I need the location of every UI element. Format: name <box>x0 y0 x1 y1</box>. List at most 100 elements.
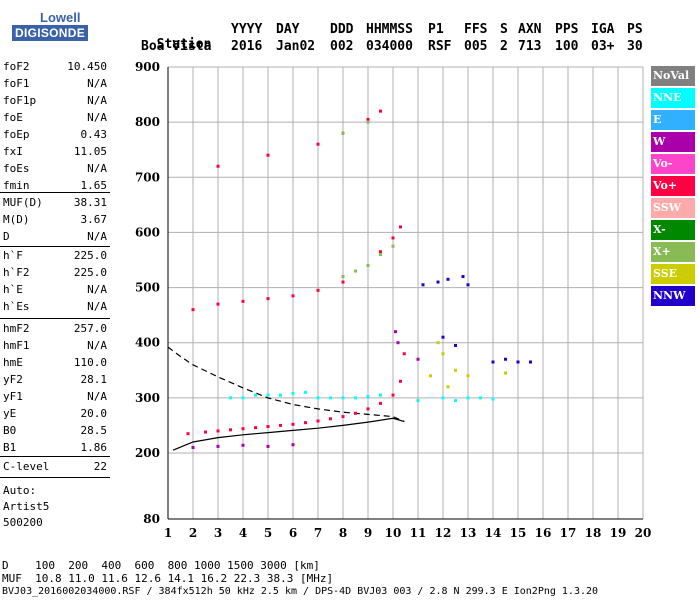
legend-item: W <box>651 132 695 152</box>
legend-item: Vo+ <box>651 176 695 196</box>
param-row: B0 28.5 <box>3 424 107 441</box>
data-point <box>341 396 345 400</box>
data-point <box>441 352 445 356</box>
y-tick-label: 800 <box>135 115 160 129</box>
x-tick-label: 13 <box>460 526 477 540</box>
param-label: foF1 <box>3 77 30 90</box>
param-label: hmF1 <box>3 339 30 352</box>
logo-lowell: Lowell <box>40 10 81 25</box>
x-tick-label: 14 <box>485 526 502 540</box>
param-row: D N/A <box>3 230 107 247</box>
legend-item: X+ <box>651 242 695 262</box>
y-tick-label: 200 <box>135 446 160 460</box>
data-point <box>366 264 370 268</box>
param-row: h`F2 225.0 <box>3 266 107 283</box>
hdr-axn-value: 713 <box>518 39 542 54</box>
param-label: yF1 <box>3 390 23 403</box>
param-value: 0.43 <box>80 128 108 141</box>
data-point <box>461 275 465 279</box>
data-point <box>279 423 282 427</box>
data-point <box>354 396 357 400</box>
param-row: C-level 22 <box>3 460 107 477</box>
data-point <box>379 109 382 113</box>
param-row: B1 1.86 <box>3 441 107 458</box>
footer-distance-row: D 100 200 400 600 800 1000 1500 3000 [km… <box>2 559 320 572</box>
data-point <box>241 427 245 431</box>
data-point <box>446 277 450 281</box>
data-point <box>329 396 332 400</box>
data-point <box>216 429 220 433</box>
data-point <box>366 395 370 399</box>
data-point <box>379 401 382 405</box>
legend-item: E <box>651 110 695 130</box>
data-point <box>446 385 450 389</box>
data-point <box>254 393 257 397</box>
param-value: 10.450 <box>67 60 107 73</box>
hdr-s-value: 2 <box>500 39 508 54</box>
data-point <box>429 374 432 378</box>
hdr-day-label: DAY <box>276 22 300 37</box>
data-point <box>421 283 425 287</box>
param-row: foEs N/A <box>3 162 107 179</box>
data-point <box>402 352 406 356</box>
hdr-station-value: Boa Vista <box>141 39 212 54</box>
x-tick-label: 20 <box>635 526 652 540</box>
data-point <box>341 280 345 284</box>
hdr-ffs-value: 005 <box>464 39 488 54</box>
param-row: yE 20.0 <box>3 407 107 424</box>
param-value: 1.86 <box>80 441 108 454</box>
data-point <box>436 341 440 345</box>
data-point <box>454 399 457 403</box>
x-tick-label: 16 <box>535 526 552 540</box>
param-value: N/A <box>87 230 107 243</box>
param-row: foEp 0.43 <box>3 128 107 145</box>
hdr-p1-value: RSF <box>428 39 452 54</box>
data-point <box>354 269 357 273</box>
param-row: fmin 1.65 <box>3 179 107 196</box>
param-label: h`F2 <box>3 266 30 279</box>
hdr-station-label: Station <box>156 37 212 52</box>
x-tick-label: 1 <box>164 526 172 540</box>
data-point <box>379 250 382 254</box>
param-value: 225.0 <box>73 249 107 262</box>
param-label: yF2 <box>3 373 23 386</box>
param-row: foE N/A <box>3 111 107 128</box>
footer-file-info: BVJ03_2016002034000.RSF / 384fx512h 50 k… <box>2 586 599 597</box>
param-row: h`Es N/A <box>3 300 107 317</box>
data-point <box>466 396 470 400</box>
y-tick-label: 700 <box>135 170 160 184</box>
hdr-ps-label: PS <box>627 22 643 37</box>
param-row: foF1 N/A <box>3 77 107 94</box>
param-value: N/A <box>87 283 107 296</box>
hdr-ps-value: 30 <box>627 39 643 54</box>
data-point <box>366 117 370 121</box>
param-label: h`E <box>3 283 23 296</box>
data-point <box>266 444 270 448</box>
data-point <box>316 419 320 423</box>
data-point <box>479 396 482 400</box>
data-point <box>504 371 507 375</box>
param-row: foF1p N/A <box>3 94 107 111</box>
param-label: h`F <box>3 249 23 262</box>
param-row: yF1 N/A <box>3 390 107 407</box>
data-point <box>416 399 420 403</box>
hdr-pps-label: PPS <box>555 22 579 37</box>
param-value: 225.0 <box>73 266 107 279</box>
x-tick-label: 2 <box>189 526 197 540</box>
x-tick-label: 10 <box>385 526 402 540</box>
data-point <box>304 390 307 394</box>
y-tick-label: 600 <box>135 225 160 239</box>
data-point <box>391 393 395 397</box>
hdr-hhmmss-value: 034000 <box>366 39 413 54</box>
data-point <box>216 444 220 448</box>
data-point <box>329 417 332 421</box>
hdr-yyyy-label: YYYY <box>231 22 263 37</box>
param-value: N/A <box>87 77 107 90</box>
x-tick-label: 15 <box>510 526 527 540</box>
hdr-ddd-label: DDD <box>330 22 354 37</box>
param-value: N/A <box>87 390 107 403</box>
data-point <box>516 360 520 364</box>
data-point <box>529 360 532 364</box>
data-point <box>491 397 495 401</box>
x-tick-label: 9 <box>364 526 372 540</box>
